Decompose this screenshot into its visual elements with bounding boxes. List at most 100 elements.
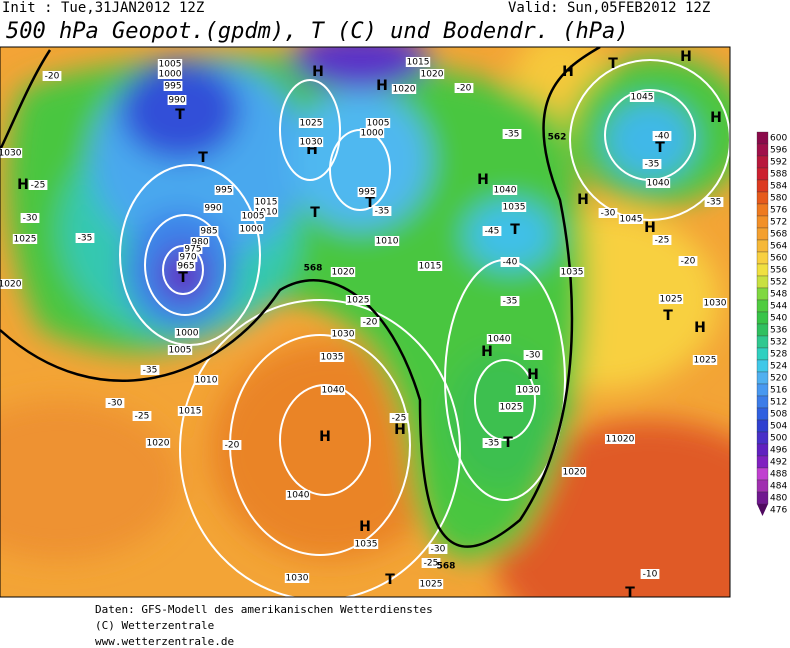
isobar-label: 1030 (704, 299, 727, 309)
isobar-label-box (285, 490, 311, 500)
temperature-label-box (28, 180, 48, 190)
isobar-label: 1020 (0, 280, 22, 290)
temperature-label-box (652, 235, 672, 245)
temperature-label: -40 (655, 132, 670, 142)
isobar-label-box (498, 402, 524, 412)
pressure-center: H (644, 220, 656, 236)
isobar-label-box (12, 234, 38, 244)
legend-label: 596 (770, 146, 787, 156)
legend-swatch (756, 299, 769, 313)
legend-label: 508 (770, 410, 787, 420)
legend-swatch (756, 419, 769, 433)
isobar-label: 1010 (195, 376, 218, 386)
legend-label: 504 (770, 422, 787, 432)
temperature-label: -20 (457, 84, 472, 94)
temperature-label-box (42, 71, 62, 81)
temperature-label: -35 (78, 234, 93, 244)
isobar-label: 1005 (159, 60, 182, 70)
footer-url: www.wetterzentrale.de (95, 635, 234, 648)
pressure-center: T (178, 270, 188, 286)
isobar-label-box (167, 95, 187, 105)
isobar-label-box (559, 267, 585, 277)
pressure-center: T (510, 222, 520, 238)
legend-label: 496 (770, 446, 787, 456)
isobar-label-box (658, 294, 684, 304)
legend-label: 576 (770, 206, 787, 216)
temperature-label: -20 (225, 441, 240, 451)
isobar-label-box (177, 406, 203, 416)
pressure-center: H (481, 344, 493, 360)
temperature-label-box (502, 129, 522, 139)
isobar-label: 1040 (494, 186, 517, 196)
pressure-center: H (319, 429, 331, 445)
legend-label: 544 (770, 302, 787, 312)
legend-label: 548 (770, 290, 787, 300)
temperature-label: -25 (392, 414, 407, 424)
isobar-label: 1015 (419, 262, 442, 272)
isobar-label: 995 (164, 82, 181, 92)
isobar-label-box (692, 355, 718, 365)
isobar-label: 995 (215, 186, 232, 196)
isobar-label-box (240, 211, 266, 221)
temperature-label: -20 (363, 318, 378, 328)
map-title: 500 hPa Geopot.(gpdm), T (C) und Bodendr… (6, 19, 629, 44)
pressure-center: H (680, 49, 692, 65)
temperature-label: -30 (23, 214, 38, 224)
isobar-label-box (418, 579, 444, 589)
isobar-label: 1015 (407, 58, 430, 68)
temperature-label: -35 (485, 439, 500, 449)
isobar-label: 1025 (500, 403, 523, 413)
legend-label: 528 (770, 350, 787, 360)
isobar-label-box (199, 226, 219, 236)
temperature-label-box (105, 398, 125, 408)
temperature-label: -35 (375, 207, 390, 217)
isobar-label-box (284, 573, 310, 583)
isobar-label-box (365, 118, 391, 128)
isobar-label-box (561, 467, 587, 477)
pressure-center: T (608, 56, 618, 72)
legend-swatch (756, 383, 769, 397)
legend-swatch (756, 491, 769, 505)
isobar-label: 1040 (322, 386, 345, 396)
geopotential-field (0, 47, 730, 597)
isobar-label: 1000 (361, 129, 384, 139)
legend-label: 480 (770, 494, 787, 504)
isobar-label: 1045 (631, 93, 654, 103)
temperature-label-box (640, 569, 660, 579)
isobar-label: 1005 (169, 346, 192, 356)
isobar-label: 1025 (347, 296, 370, 306)
legend-label: 584 (770, 182, 787, 192)
temperature-label: -35 (505, 130, 520, 140)
legend-swatch (756, 263, 769, 277)
legend-label: 600 (770, 134, 787, 144)
isobar-label: 1040 (647, 179, 670, 189)
temperature-label: -25 (31, 181, 46, 191)
legend-label: 532 (770, 338, 787, 348)
isobar-label-box (645, 178, 671, 188)
isobar-label: 1035 (321, 353, 344, 363)
temperature-label-box (678, 256, 698, 266)
temperature-label: -35 (503, 297, 518, 307)
legend-swatch (756, 479, 769, 493)
pressure-center: H (710, 110, 722, 126)
temperature-label: -25 (424, 559, 439, 569)
isobar-label: 1000 (176, 329, 199, 339)
isobar-label: 1030 (0, 149, 22, 159)
temperature-label: -25 (655, 236, 670, 246)
isobar-label: 1020 (147, 439, 170, 449)
isobar-label: 1025 (14, 235, 37, 245)
isobar-label-box (501, 202, 527, 212)
temperature-label-box (222, 440, 242, 450)
temperature-label: -30 (526, 351, 541, 361)
temperature-label: -20 (45, 72, 60, 82)
isobar-label: 1020 (421, 70, 444, 80)
legend-swatch (756, 347, 769, 361)
legend-label: 580 (770, 194, 787, 204)
isobar-label: 980 (191, 238, 208, 248)
pressure-center: T (503, 435, 513, 451)
pressure-center: T (625, 585, 635, 601)
isobar-label-box (176, 261, 196, 271)
isobar-label: 1025 (694, 356, 717, 366)
temperature-label: -20 (681, 257, 696, 267)
temperature-label-box (523, 350, 543, 360)
